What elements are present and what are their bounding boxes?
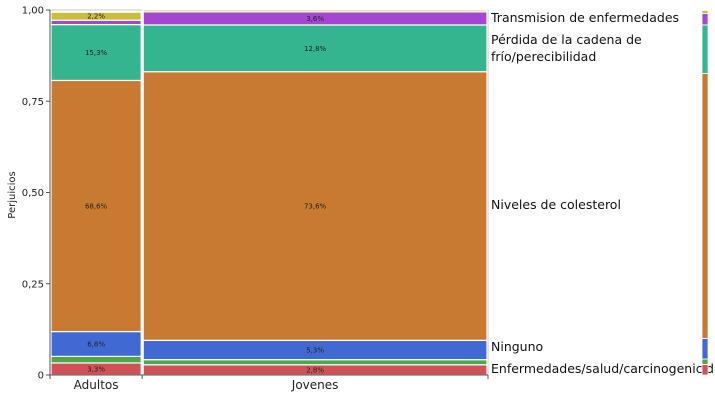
overall-share-cell [701, 73, 709, 339]
segment-label: 68,6% [85, 203, 108, 211]
segment-labels: 3,3% 6,8% 68,6% 15,3% 2,2% 2,8% 5,3% 73,6% 12,8%… [85, 13, 327, 375]
mosaic-cell-adultos-6 [50, 11, 142, 21]
mosaic-cell-jovenes-6 [142, 9, 488, 13]
y-tick-label: 0 [38, 371, 44, 382]
mosaic-cell-jovenes-3 [142, 71, 488, 341]
overall-share-cell [701, 10, 709, 14]
mosaic-cells [50, 9, 488, 376]
legend-label: Transmision de enfermedades [490, 10, 679, 25]
y-tick-label: 1,00 [22, 6, 44, 17]
segment-label: 2,2% [87, 13, 105, 21]
mosaic-cell-adultos-1 [50, 355, 142, 364]
x-axis: Adultos Jovenes [49, 374, 489, 392]
y-tick-label: 0,25 [22, 279, 44, 290]
mosaic-cell-jovenes-4 [142, 24, 488, 73]
y-axis-title: Perjuicios [7, 171, 18, 218]
overall-share-cell [701, 13, 709, 26]
y-tick-label: 0,75 [22, 97, 44, 108]
segment-label: 3,6% [306, 15, 324, 23]
segment-label: 12,8% [304, 45, 327, 53]
segment-label: 2,8% [306, 366, 324, 374]
mosaic-cell-adultos-4 [50, 24, 142, 82]
legend-label: Niveles de colesterol [491, 197, 621, 212]
mosaic-cell-jovenes-1 [142, 359, 488, 366]
y-axis: 0 0,25 0,50 0,75 1,00 [22, 6, 51, 382]
overall-share-cell [701, 338, 709, 360]
x-tick-label-adultos: Adultos [74, 378, 119, 392]
overall-share-cell [701, 24, 709, 74]
segment-label: 3,3% [87, 365, 105, 373]
x-tick-label-jovenes: Jovenes [291, 378, 339, 392]
y-tick-label: 0,50 [22, 188, 44, 199]
segment-label: 5,3% [306, 346, 324, 354]
mosaic-cell-adultos-5 [50, 19, 142, 26]
legend-label: Ninguno [491, 339, 543, 354]
segment-label: 6,8% [87, 340, 105, 348]
mosaic-cell-adultos-3 [50, 79, 142, 333]
overall-share-cell [701, 363, 709, 376]
overall-share-cell [701, 358, 709, 365]
segment-label: 15,3% [85, 49, 108, 57]
segment-label: 73,6% [304, 203, 327, 211]
legend: Transmision de enfermedades Pérdida de la… [490, 10, 715, 376]
legend-label: frío/perecibilidad [491, 49, 596, 64]
legend-label: Enfermedades/salud/carcinogenicidad [491, 361, 715, 376]
overall-share-bar [701, 10, 709, 376]
legend-label: Pérdida de la cadena de [491, 32, 642, 47]
